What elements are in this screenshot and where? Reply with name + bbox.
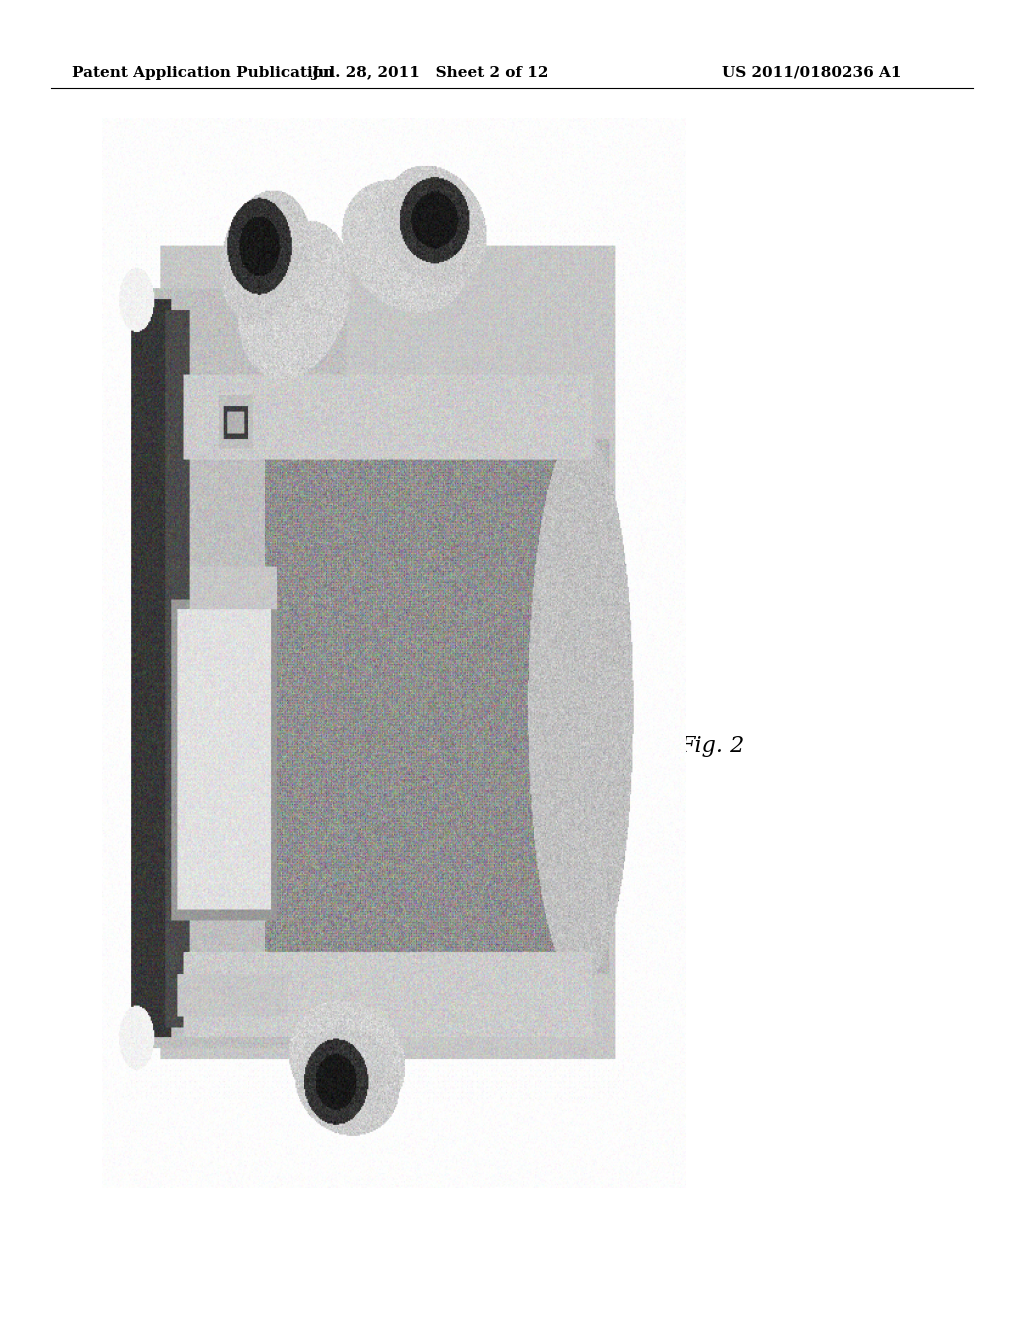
Text: US 2011/0180236 A1: US 2011/0180236 A1 (722, 66, 901, 79)
Text: Fig. 2: Fig. 2 (679, 735, 744, 756)
Text: Jul. 28, 2011   Sheet 2 of 12: Jul. 28, 2011 Sheet 2 of 12 (311, 66, 549, 79)
Text: Patent Application Publication: Patent Application Publication (72, 66, 334, 79)
